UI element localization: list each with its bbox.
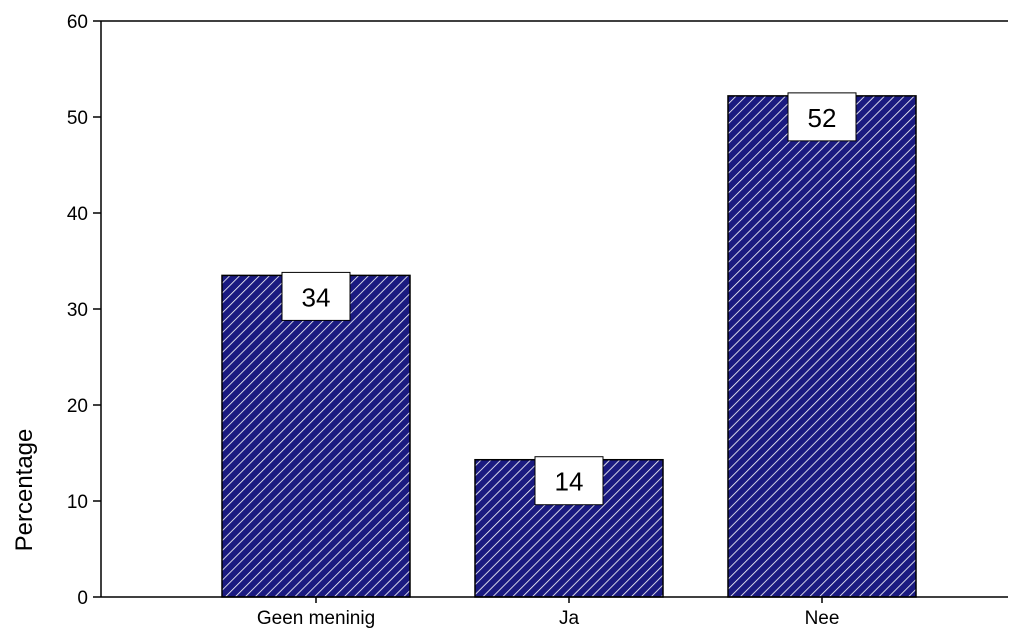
y-tick-label: 50 xyxy=(67,108,88,129)
y-tick-label: 0 xyxy=(77,588,88,609)
y-tick-label: 60 xyxy=(67,12,88,33)
data-labels-layer: 34 14 52 xyxy=(281,92,857,506)
data-label: 52 xyxy=(808,103,837,133)
x-tick-label: Nee xyxy=(805,608,840,629)
data-label: 34 xyxy=(302,282,331,312)
data-label-box xyxy=(534,456,604,506)
x-tick-label: Geen meninig xyxy=(257,608,375,629)
y-tick-label: 30 xyxy=(67,300,88,321)
bar-geen-meninig xyxy=(221,274,411,598)
y-tick-label: 20 xyxy=(67,396,88,417)
y-axis-title: Percentage xyxy=(11,429,38,552)
bars-layer xyxy=(221,95,917,598)
x-tick-label: Ja xyxy=(559,608,580,629)
data-label-box xyxy=(787,92,857,142)
y-ticks-layer: 0 10 20 30 40 50 60 xyxy=(67,12,101,609)
y-tick-label: 40 xyxy=(67,204,88,225)
data-label: 14 xyxy=(555,467,584,497)
y-tick-label: 10 xyxy=(67,492,88,513)
bar-nee xyxy=(727,95,917,598)
data-label-box xyxy=(281,271,351,321)
x-ticks-layer: Geen meninig Ja Nee xyxy=(257,597,840,629)
